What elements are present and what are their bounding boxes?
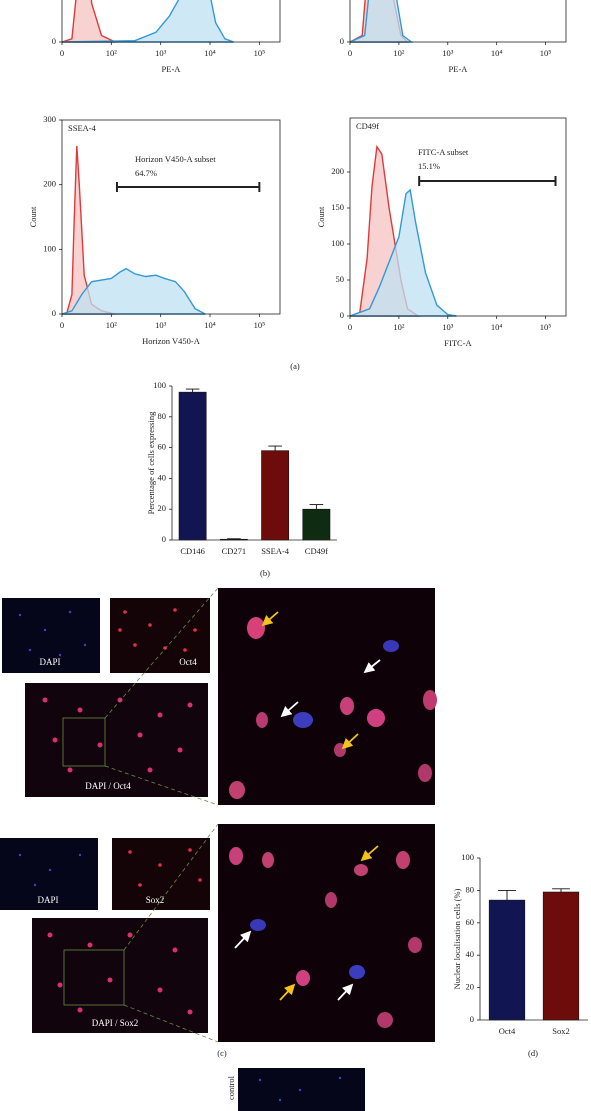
y-axis-label: Nuclear localisation cells (%) — [452, 888, 462, 989]
y-tick-label: 0 — [340, 36, 344, 46]
y-tick-label: 300 — [43, 114, 56, 124]
y-tick-label: 80 — [466, 884, 475, 894]
image-label: DAPI — [39, 657, 60, 667]
x-tick-label: Sox2 — [552, 1026, 569, 1036]
x-tick-label: 0 — [60, 48, 64, 58]
y-axis-label: Count — [28, 206, 38, 227]
micrograph — [238, 1068, 365, 1111]
y-tick-label: 100 — [461, 852, 474, 862]
x-tick-label: 10³ — [155, 48, 167, 58]
annotation: 64.7% — [135, 168, 157, 178]
plot-frame — [349, 117, 567, 317]
x-tick-label: 0 — [348, 322, 352, 332]
x-tick-label: 10⁴ — [204, 320, 216, 330]
x-tick-label: SSEA-4 — [261, 546, 290, 556]
y-tick-label: 0 — [52, 36, 56, 46]
x-axis-label: FITC-A — [444, 338, 472, 348]
image-label: DAPI / Oct4 — [85, 781, 131, 791]
micrograph — [110, 598, 210, 673]
y-tick-label: 40 — [466, 949, 475, 959]
y-tick-label: 0 — [162, 534, 166, 544]
x-axis-label: PE-A — [449, 64, 469, 74]
y-tick-label: 0 — [52, 308, 56, 318]
x-tick-label: 10⁴ — [491, 48, 503, 58]
image-label: DAPI / Sox2 — [92, 1018, 139, 1028]
histogram-curve — [349, 0, 414, 43]
y-tick-label: 40 — [158, 472, 167, 482]
bar — [542, 891, 580, 1021]
y-tick-label: 80 — [158, 411, 167, 421]
histogram-curve — [61, 267, 206, 315]
bar — [488, 899, 526, 1021]
micrograph — [2, 598, 100, 673]
histogram-curve — [61, 0, 234, 43]
x-axis-label: Horizon V450-A — [142, 336, 201, 346]
x-tick-label: 10⁵ — [540, 48, 552, 58]
y-tick-label: 20 — [158, 503, 167, 513]
image-label: DAPI — [37, 895, 58, 905]
y-tick-label: 100 — [43, 243, 56, 253]
panel-label: (c) — [217, 1048, 227, 1058]
x-tick-label: 10⁵ — [540, 322, 552, 332]
x-tick-label: 10⁴ — [491, 322, 503, 332]
micrograph-group: DAPI Oct4 DAPI / Oct4 — [2, 587, 437, 806]
x-tick-label: 10² — [393, 48, 405, 58]
panel-label: (b) — [260, 568, 270, 578]
x-tick-label: 10³ — [442, 322, 454, 332]
bar — [178, 391, 207, 541]
x-axis-label: PE-A — [162, 64, 182, 74]
annotation: Horizon V450-A subset — [135, 154, 216, 164]
plot-frame — [61, 119, 281, 315]
x-tick-label: CD49f — [305, 546, 328, 556]
annotation: 15.1% — [418, 161, 440, 171]
image-label: Oct4 — [179, 657, 197, 667]
y-axis-label: Count — [316, 206, 326, 227]
panel-label: (a) — [290, 361, 300, 371]
micrograph — [0, 838, 98, 910]
plot-frame — [61, 0, 281, 43]
plot-frame — [349, 0, 567, 43]
histogram-curve — [349, 188, 457, 317]
panel-label: (d) — [528, 1048, 538, 1058]
x-tick-label: Oct4 — [499, 1026, 516, 1036]
y-tick-label: 60 — [158, 442, 167, 452]
x-tick-label: 0 — [348, 48, 352, 58]
y-tick-label: 200 — [331, 166, 344, 176]
y-tick-label: 100 — [153, 380, 166, 390]
annotation: FITC-A subset — [418, 147, 469, 157]
y-tick-label: 20 — [466, 982, 475, 992]
x-tick-label: 10³ — [442, 48, 454, 58]
micrograph — [32, 918, 208, 1033]
chart-title: SSEA-4 — [68, 123, 97, 133]
y-tick-label: 150 — [331, 202, 344, 212]
y-tick-label: 50 — [336, 274, 345, 284]
chart-title: CD49f — [356, 121, 379, 131]
micrograph — [112, 838, 210, 910]
image-label: control — [226, 1075, 236, 1100]
x-tick-label: 10³ — [155, 320, 167, 330]
micrograph-group: DAPI Sox2 DAPI / Sox2 — [0, 823, 435, 1043]
image-label: Sox2 — [146, 895, 165, 905]
x-tick-label: 10⁵ — [254, 48, 266, 58]
y-tick-label: 200 — [43, 179, 56, 189]
x-tick-label: 10⁴ — [204, 48, 216, 58]
x-tick-label: CD271 — [222, 546, 247, 556]
micrograph — [25, 683, 208, 797]
x-tick-label: 10² — [393, 322, 405, 332]
bar — [302, 508, 331, 541]
x-tick-label: 0 — [60, 320, 64, 330]
y-tick-label: 60 — [466, 917, 475, 927]
y-axis-label: Percentage of cells expressing — [146, 411, 156, 514]
x-tick-label: CD146 — [180, 546, 205, 556]
histogram-curve — [61, 0, 116, 43]
y-tick-label: 100 — [331, 238, 344, 248]
y-tick-label: 0 — [470, 1014, 474, 1024]
bar — [261, 450, 290, 541]
x-tick-label: 10² — [106, 48, 118, 58]
x-tick-label: 10⁵ — [254, 320, 266, 330]
x-tick-label: 10² — [106, 320, 118, 330]
y-tick-label: 0 — [340, 310, 344, 320]
